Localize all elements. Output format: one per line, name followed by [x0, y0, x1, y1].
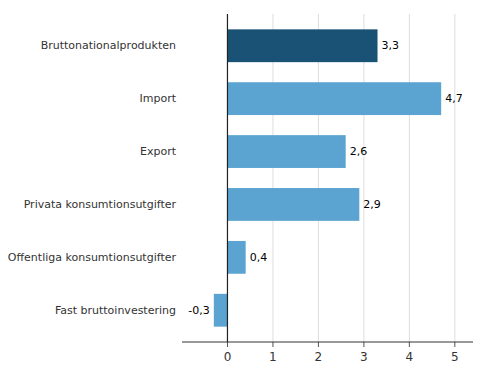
- data-label: -0,3: [188, 304, 209, 317]
- tick-label: 0: [224, 350, 232, 364]
- bar: [227, 188, 359, 221]
- grid-line: [272, 14, 273, 342]
- zero-line: [227, 14, 228, 342]
- tick-label: 1: [269, 350, 277, 364]
- y-axis: Fast bruttoinvestering Offentliga konsumt…: [8, 39, 177, 317]
- tick-label: 5: [451, 350, 459, 364]
- bar: [227, 241, 245, 274]
- tick-label: 4: [406, 350, 414, 364]
- tick-mark: [227, 342, 228, 347]
- category-label: Import: [139, 92, 176, 105]
- x-axis-line: [182, 342, 473, 343]
- tick-mark: [318, 342, 319, 347]
- tick-mark: [454, 342, 455, 347]
- grid: [227, 14, 454, 342]
- data-label: 4,7: [445, 92, 463, 105]
- bar: [227, 29, 377, 62]
- chart-container: 0 1 2 3 4 5 Fast bruttoinvestering Offentliga k…: [0, 0, 491, 378]
- bar: [227, 82, 441, 115]
- grid-line: [227, 14, 228, 342]
- data-label: 3,3: [382, 39, 400, 52]
- grid-line: [318, 14, 319, 342]
- bars: [214, 29, 441, 326]
- category-label: Export: [140, 145, 177, 158]
- category-label: Bruttonationalprodukten: [41, 39, 176, 52]
- chart-svg: 0 1 2 3 4 5 Fast bruttoinvestering Offentliga k…: [0, 0, 491, 378]
- grid-line: [363, 14, 364, 342]
- data-label: 0,4: [250, 251, 268, 264]
- grid-line: [454, 14, 455, 342]
- tick-label: 2: [315, 350, 323, 364]
- category-label: Privata konsumtionsutgifter: [24, 198, 177, 211]
- category-label: Offentliga konsumtionsutgifter: [8, 251, 177, 264]
- bar: [214, 294, 228, 327]
- tick-mark: [272, 342, 273, 347]
- x-axis: 0 1 2 3 4 5: [182, 342, 473, 364]
- data-labels: -0,3 0,4 2,9 2,6 4,7 3,3: [188, 39, 462, 317]
- grid-line: [409, 14, 410, 342]
- tick-mark: [409, 342, 410, 347]
- data-label: 2,9: [363, 198, 381, 211]
- tick-label: 3: [360, 350, 368, 364]
- category-label: Fast bruttoinvestering: [55, 304, 176, 317]
- tick-mark: [363, 342, 364, 347]
- data-label: 2,6: [350, 145, 368, 158]
- bar: [227, 135, 345, 168]
